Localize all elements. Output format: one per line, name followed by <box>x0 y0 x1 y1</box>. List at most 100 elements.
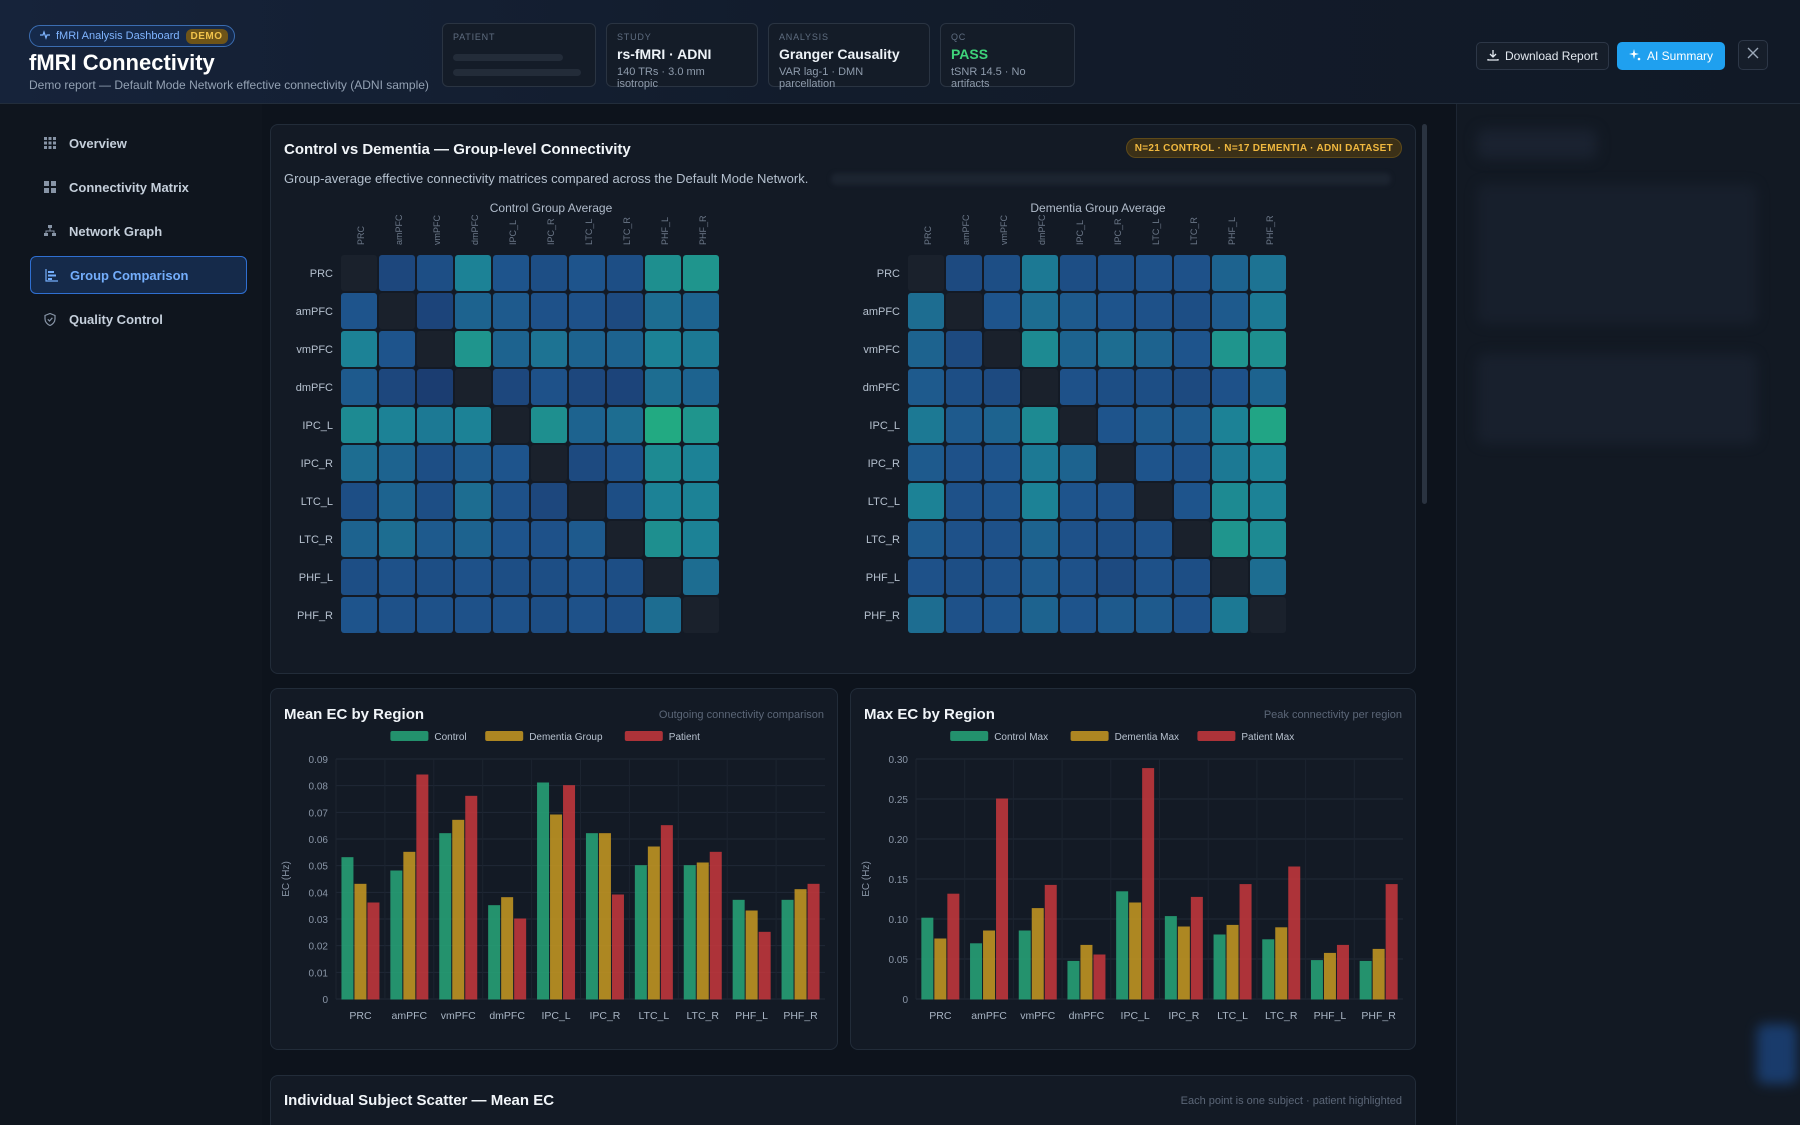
mean-ec-bar <box>465 795 478 1000</box>
dementia-heatmap-cell <box>1212 293 1248 329</box>
mean-ec-x-tick: PHF_L <box>735 1010 768 1022</box>
dementia-heatmap-cell <box>946 483 982 519</box>
mean-ec-bar <box>745 910 758 1000</box>
max-ec-bar <box>1288 866 1301 1000</box>
mean-ec-bar <box>537 782 550 1000</box>
dementia-heatmap-cell <box>1136 521 1172 557</box>
max-ec-bar <box>1336 944 1349 1000</box>
control-heatmap-cell <box>455 559 491 595</box>
dementia-heatmap-cell <box>1174 483 1210 519</box>
dementia-heatmap-cell <box>908 445 944 481</box>
max-ec-bar <box>983 930 996 1000</box>
sidebar-item-overview[interactable]: Overview <box>30 124 247 162</box>
control-heatmap-cell <box>379 559 415 595</box>
dementia-heatmap-cell <box>908 293 944 329</box>
download-report-button[interactable]: Download Report <box>1476 42 1609 70</box>
sparkle-icon <box>1629 48 1641 64</box>
dementia-heatmap-cell <box>1022 559 1058 595</box>
control-heatmap-cell <box>455 521 491 557</box>
sidebar-item-group-comparison[interactable]: Group Comparison <box>30 256 247 294</box>
dementia-heatmap-cell <box>946 597 982 633</box>
group-connectivity-panel: Control vs Dementia — Group-level Connec… <box>270 124 1416 674</box>
mean-ec-x-tick: amPFC <box>392 1010 428 1022</box>
sidebar-item-quality-control[interactable]: Quality Control <box>30 300 247 338</box>
ai-summary-button[interactable]: AI Summary <box>1617 42 1726 70</box>
dementia-heatmap-col-label: PHF_L <box>1227 217 1237 245</box>
mean-ec-bar <box>367 902 380 1000</box>
control-heatmap-cell <box>569 559 605 595</box>
mean-ec-x-tick: PHF_R <box>783 1010 818 1022</box>
analysis-card-sub: VAR lag-1 · DMN parcellation <box>779 66 864 90</box>
dementia-heatmap-cell <box>1098 255 1134 291</box>
dementia-heatmap-cell <box>1136 559 1172 595</box>
mean-ec-bar <box>732 899 745 1000</box>
mean-ec-bar <box>439 833 452 1000</box>
dementia-heatmap-row-label: amPFC <box>863 306 900 318</box>
dementia-heatmap-cell <box>984 521 1020 557</box>
sidebar-item-connectivity-matrix[interactable]: Connectivity Matrix <box>30 168 247 206</box>
dementia-heatmap-cell <box>1060 445 1096 481</box>
control-heatmap-cell <box>531 521 567 557</box>
control-heatmap-row-label: dmPFC <box>296 382 333 394</box>
max-ec-bar <box>1213 934 1226 1000</box>
patient-card-label: PATIENT <box>453 32 496 42</box>
main-scrollbar[interactable] <box>1422 124 1427 504</box>
blurred-content <box>831 173 1391 185</box>
control-heatmap-cell <box>531 445 567 481</box>
control-heatmap-row-label: PHF_L <box>299 572 333 584</box>
dementia-heatmap-cell <box>1174 445 1210 481</box>
control-heatmap-cell <box>645 369 681 405</box>
max-ec-bar <box>1177 926 1190 1000</box>
shield-icon <box>43 312 57 326</box>
max-ec-bar <box>1372 948 1385 1000</box>
sidebar-item-network-graph[interactable]: Network Graph <box>30 212 247 250</box>
control-heatmap-cell <box>493 407 529 443</box>
dementia-heatmap-cell <box>1174 407 1210 443</box>
dementia-heatmap-cell <box>1174 521 1210 557</box>
mean-ec-bar <box>488 905 501 1000</box>
mean-ec-y-label: EC (Hz) <box>281 861 292 897</box>
dementia-heatmap-cell <box>1212 407 1248 443</box>
dementia-heatmap-cell <box>1250 559 1286 595</box>
control-heatmap-cell <box>607 331 643 367</box>
sidebar-item-label: Group Comparison <box>70 267 189 283</box>
dementia-heatmap-row-label: LTC_R <box>866 534 900 546</box>
control-heatmap-cell <box>493 597 529 633</box>
control-heatmap-cell <box>493 483 529 519</box>
qc-card: QC PASS tSNR 14.5 · No artifacts <box>940 23 1075 90</box>
mean-ec-bar <box>403 851 416 1000</box>
control-heatmap-cell <box>493 521 529 557</box>
dementia-heatmap-cell <box>1060 483 1096 519</box>
mean-ec-bar <box>452 819 465 1000</box>
connectivity-heatmaps: PRC amPFC vmPFC dmPFC IPC_L IPC_R LTC_L LTC_R PH… <box>296 215 1286 633</box>
dementia-heatmap-cell <box>1022 255 1058 291</box>
max-ec-bar <box>1044 884 1057 1000</box>
dementia-heatmap-cell <box>1212 331 1248 367</box>
dementia-heatmap-row-label: PHF_R <box>864 610 900 622</box>
max-ec-bar <box>1359 960 1372 1000</box>
control-heatmap-cell <box>379 255 415 291</box>
pulse-icon <box>40 29 50 43</box>
dementia-heatmap-cell <box>1174 559 1210 595</box>
dementia-heatmap-cell <box>908 331 944 367</box>
max-ec-x-tick: vmPFC <box>1020 1010 1055 1022</box>
mean-ec-note: Outgoing connectivity comparison <box>658 709 824 721</box>
control-heatmap-cell <box>379 521 415 557</box>
mean-ec-x-tick: LTC_L <box>638 1010 669 1022</box>
max-ec-y-tick: 0.25 <box>889 795 909 806</box>
mean-ec-bar <box>585 833 598 1000</box>
close-button[interactable] <box>1738 40 1768 70</box>
control-heatmap-cell <box>569 293 605 329</box>
control-heatmap-cell <box>531 369 567 405</box>
control-heatmap-cell <box>683 445 719 481</box>
dementia-heatmap-row-label: dmPFC <box>863 382 900 394</box>
mean-ec-x-tick: IPC_L <box>541 1010 570 1022</box>
sidebar-item-label: Connectivity Matrix <box>69 179 189 195</box>
qc-card-value: PASS <box>951 46 989 62</box>
dementia-heatmap-row-label: LTC_L <box>868 496 900 508</box>
dementia-heatmap-cell <box>1098 293 1134 329</box>
ai-summary-label: AI Summary <box>1647 49 1714 63</box>
dementia-heatmap-cell <box>1136 293 1172 329</box>
control-heatmap-cell <box>455 255 491 291</box>
max-ec-bar <box>934 938 947 1000</box>
